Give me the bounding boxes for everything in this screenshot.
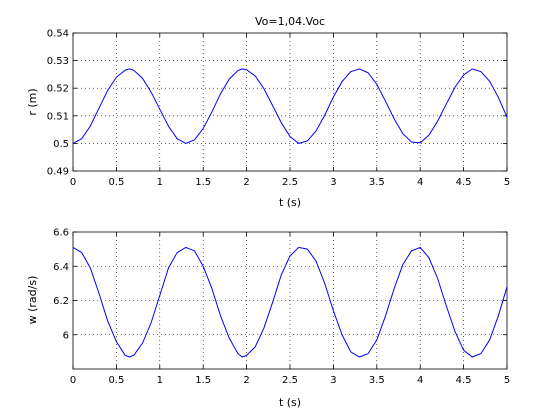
bottom-xtick-label: 4 bbox=[417, 375, 423, 386]
top-ytick-label: 0.51 bbox=[47, 111, 69, 122]
bottom-series-line-0 bbox=[72, 246, 508, 358]
bottom-xtick-label: 2.5 bbox=[282, 375, 298, 386]
bottom-xlabel: t (s) bbox=[279, 396, 301, 409]
bottom-plot-w: t (s) w (rad/s) 0 0.5 1 1.5 2 2.5 3 3.5 4 4.5 5 6 6.… bbox=[26, 228, 510, 410]
top-ytick-label: 0.49 bbox=[47, 167, 69, 178]
bottom-ytick-label: 6.2 bbox=[53, 296, 69, 307]
top-xtick-label: 3.5 bbox=[369, 177, 385, 188]
bottom-xtick-label: 2 bbox=[243, 375, 249, 386]
top-ytick-label: 0.53 bbox=[47, 56, 69, 67]
top-xtick-label: 0 bbox=[70, 177, 76, 188]
bottom-xtick-label: 0.5 bbox=[108, 375, 124, 386]
top-ylabel: r (m) bbox=[26, 88, 39, 115]
top-xlabel: t (s) bbox=[279, 196, 301, 209]
top-ytick-label: 0.52 bbox=[47, 84, 69, 95]
top-xtick-label: 4 bbox=[417, 177, 423, 188]
bottom-ylabel: w (rad/s) bbox=[26, 276, 39, 325]
bottom-xtick-label: 1.5 bbox=[195, 375, 211, 386]
bottom-xtick-label: 3.5 bbox=[369, 375, 385, 386]
top-xtick-label: 3 bbox=[330, 177, 336, 188]
bottom-ytick-label: 6.6 bbox=[53, 228, 69, 239]
top-series-line-0 bbox=[72, 68, 508, 144]
bottom-xtick-label: 1 bbox=[157, 375, 163, 386]
bottom-xtick-label: 5 bbox=[504, 375, 510, 386]
top-xtick-label: 4.5 bbox=[456, 177, 472, 188]
top-xtick-label: 5 bbox=[504, 177, 510, 188]
top-xtick-label: 1 bbox=[157, 177, 163, 188]
bottom-ytick-label: 6 bbox=[63, 330, 69, 341]
top-xtick-label: 2 bbox=[243, 177, 249, 188]
top-ytick-label: 0.54 bbox=[47, 29, 69, 40]
bottom-xtick-label: 3 bbox=[330, 375, 336, 386]
chart-title: Vo=1,04.Voc bbox=[255, 15, 325, 28]
top-xtick-label: 2.5 bbox=[282, 177, 298, 188]
top-xtick-label: 0.5 bbox=[108, 177, 124, 188]
bottom-xtick-label: 4.5 bbox=[456, 375, 472, 386]
bottom-xtick-label: 0 bbox=[70, 375, 76, 386]
bottom-ytick-label: 6.4 bbox=[53, 262, 69, 273]
top-xtick-label: 1.5 bbox=[195, 177, 211, 188]
top-ytick-label: 0.5 bbox=[53, 139, 69, 150]
top-plot-r: t (s) r (m) 0 0.5 1 1.5 2 2.5 3 3.5 4 4.5 50.490.5… bbox=[26, 29, 510, 210]
